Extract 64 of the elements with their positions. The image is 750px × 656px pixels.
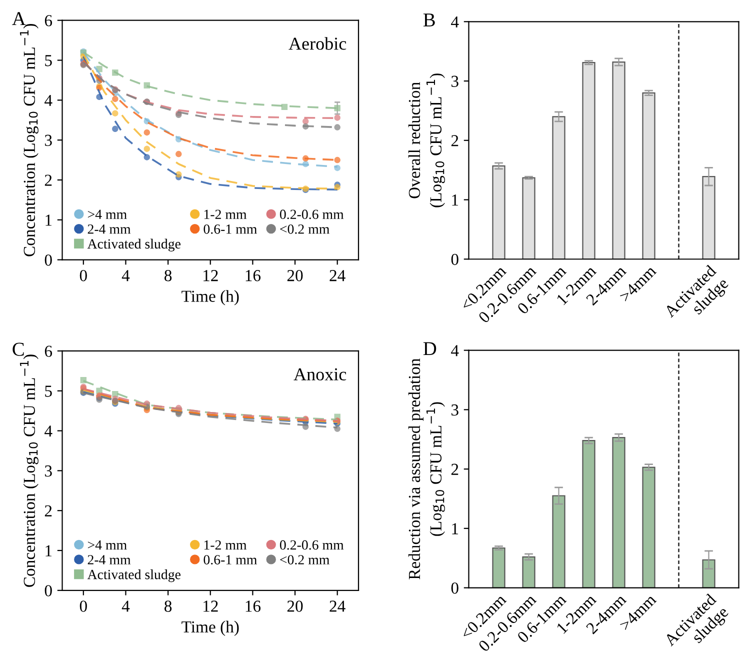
y-axis-title: Concentration (Log$_{10}$ CFU mL$^{−1}$) [20,354,38,587]
x-axis-title: Time (h) [182,290,239,306]
y-tick-label: 3 [44,465,52,477]
y-tick-label: 2 [451,464,458,475]
y-tick-label: 2 [44,505,52,516]
legend-label: <0.2 mm [280,555,330,565]
y-tick-label: 4 [44,426,52,437]
x-tick-label: 12 [204,600,218,612]
legend-label: 2-4 mm [88,224,131,234]
y-tick-label: 2 [451,135,458,146]
x-axis-title: Time (h) [182,620,239,636]
x-tick-label: 12 [204,270,218,282]
x-tick-label: 8 [164,600,172,612]
y-tick-label: 1 [452,523,458,534]
x-tick-label: 8 [164,270,172,282]
legend-label: 1-2 mm [204,210,247,219]
annotation: Anoxic [294,368,346,380]
y-axis-title: Concentration (Log$_{10}$ CFU mL$^{−1}$) [20,24,38,256]
y-tick-label: 5 [45,55,52,66]
legend-label: 0.2-0.6 mm [280,210,344,220]
annotation: Aerobic [288,37,346,50]
y-tick-label: 1 [452,194,458,206]
chart-title: B [423,14,435,26]
legend-label: >4 mm [88,210,127,219]
chart-title: C [12,342,24,356]
legend-label: 1-2 mm [204,540,247,550]
x-tick-label: 0 [80,270,87,282]
y-tick-label: 4 [44,94,52,106]
legend-label: 2-4 mm [88,555,131,564]
y-tick-label: 6 [44,15,52,26]
x-tick-label: 16 [246,600,261,612]
y-tick-label: 1 [46,214,52,226]
x-tick-label: 4 [122,600,130,612]
y-tick-label: 0 [44,254,52,266]
y-axis-title: Overall reduction (Log$_{10}$ CFU mL$^{−1}$) [408,74,445,208]
x-tick-label: 16 [246,270,261,282]
y-tick-label: 6 [44,346,52,357]
y-tick-label: 3 [451,404,458,416]
legend-label: <0.2 mm [280,224,330,234]
y-axis-title: Reduction via assumed predation (Log$_{10}$ CFU mL$^{−1}$) [408,358,445,580]
legend-label: >4 mm [88,540,127,550]
x-tick-label: 24 [330,270,346,282]
legend-label: 0.6-1 mm [204,224,257,234]
y-tick-label: 0 [451,254,458,266]
chart-title: A [12,12,26,26]
y-tick-label: 4 [451,16,459,28]
legend-label: 0.6-1 mm [204,555,257,565]
y-tick-label: 3 [451,76,458,87]
legend-label: Activated sludge [87,238,180,252]
x-tick-label: 20 [287,600,303,612]
y-tick-label: 1 [46,545,52,556]
y-tick-label: 3 [44,134,52,146]
y-tick-label: 0 [451,582,458,594]
y-tick-label: 2 [44,174,52,186]
x-tick-label: 24 [330,600,346,612]
x-tick-label: 0 [80,600,87,612]
legend-label: 0.2-0.6 mm [280,540,344,550]
x-tick-label: 4 [122,270,130,282]
x-tick-label: 20 [287,270,303,282]
y-tick-label: 5 [45,386,52,397]
chart-title: D [423,342,436,356]
legend-label: Activated sludge [87,569,180,582]
y-tick-label: 0 [44,585,52,596]
y-tick-label: 4 [451,345,459,356]
